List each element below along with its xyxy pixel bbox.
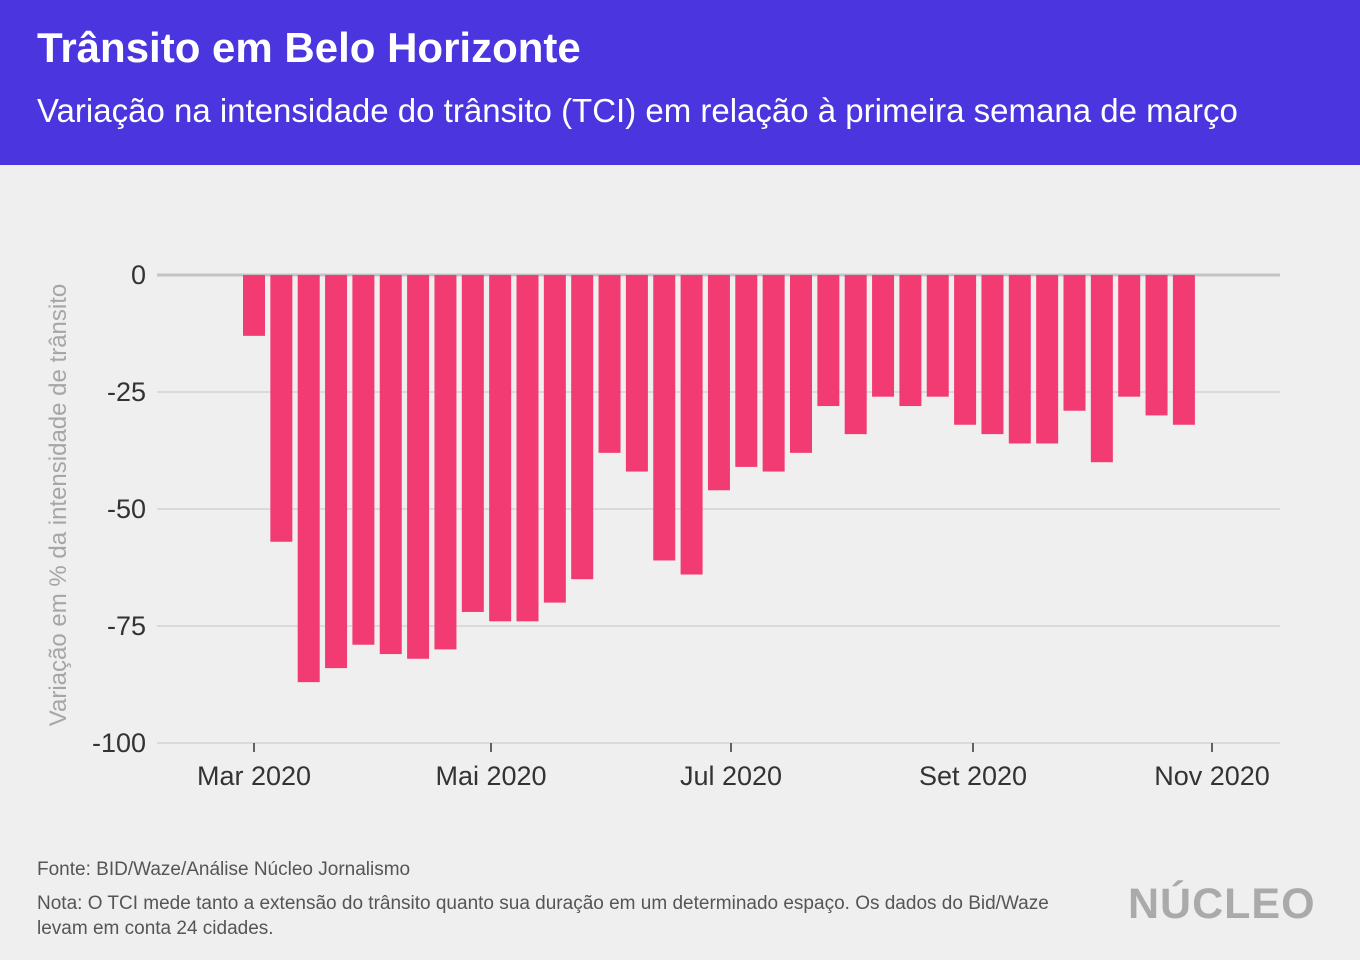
- bar: [1090, 275, 1113, 463]
- bar: [243, 275, 265, 336]
- chart-title: Trânsito em Belo Horizonte: [37, 24, 581, 71]
- header-banner: Trânsito em Belo Horizonte Variação na i…: [0, 0, 1360, 165]
- bar: [489, 275, 512, 622]
- bar: [844, 275, 867, 435]
- x-tick-label: Set 2020: [919, 761, 1027, 791]
- bar: [598, 275, 621, 453]
- y-tick-label: -100: [92, 728, 146, 758]
- bar: [434, 275, 457, 650]
- bar: [407, 275, 430, 659]
- chart-subtitle: Variação na intensidade do trânsito (TCI…: [37, 92, 1238, 129]
- bar: [954, 275, 977, 425]
- bar: [735, 275, 758, 467]
- bar-chart: 0 -25 -50 -75 -100 Mar 2020 Mai 2020 Jul 2020 Se…: [45, 260, 1280, 791]
- x-tick-label: Nov 2020: [1154, 761, 1270, 791]
- bar: [516, 275, 539, 622]
- bar: [680, 275, 703, 575]
- bar: [790, 275, 812, 453]
- nucleo-logo: NÚCLEO: [1128, 880, 1316, 928]
- bar: [872, 275, 895, 397]
- bar: [461, 275, 484, 612]
- y-tick-label: -25: [107, 377, 146, 407]
- bar: [1172, 275, 1195, 425]
- note-text: Nota: O TCI mede tanto a extensão do trâ…: [37, 893, 1049, 939]
- bar: [1008, 275, 1031, 444]
- bar: [543, 275, 566, 603]
- bar: [325, 275, 348, 669]
- bar: [899, 275, 922, 407]
- x-tick-label: Mar 2020: [197, 761, 311, 791]
- bar: [352, 275, 375, 645]
- y-tick-label: 0: [131, 260, 146, 290]
- y-axis-label: Variação em % da intensidade de trânsito: [45, 284, 72, 727]
- y-tick-label: -75: [107, 611, 146, 641]
- bar: [379, 275, 402, 655]
- bar: [926, 275, 949, 397]
- x-tick-label: Mai 2020: [435, 761, 546, 791]
- bar: [981, 275, 1004, 435]
- bar: [625, 275, 648, 472]
- bar: [1063, 275, 1086, 411]
- bar: [297, 275, 320, 683]
- bar: [270, 275, 293, 542]
- bar: [1118, 275, 1141, 397]
- source-text: Fonte: BID/Waze/Análise Núcleo Jornalism…: [37, 859, 411, 880]
- x-tick-label: Jul 2020: [680, 761, 782, 791]
- bar: [762, 275, 785, 472]
- bar: [817, 275, 840, 407]
- y-tick-label: -50: [107, 494, 146, 524]
- bar: [571, 275, 594, 580]
- bar: [653, 275, 676, 561]
- bar: [707, 275, 730, 491]
- bar: [1145, 275, 1168, 416]
- bar: [1036, 275, 1059, 444]
